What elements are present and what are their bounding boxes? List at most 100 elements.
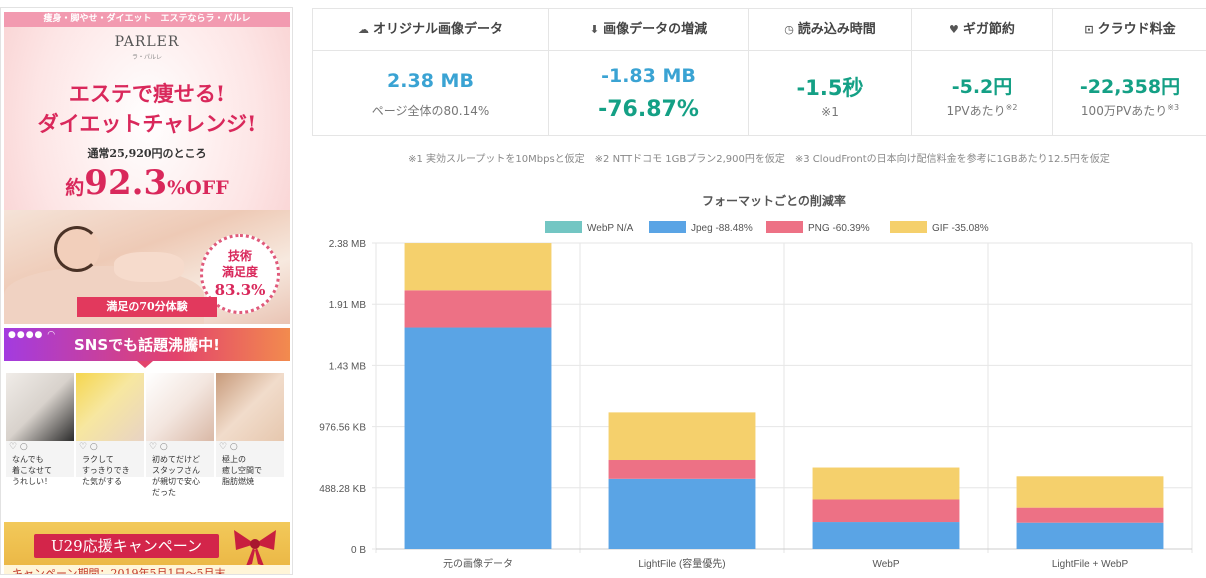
bar-segment (608, 478, 756, 549)
campaign-title: U29応援キャンペーン (34, 534, 219, 558)
stat-giga-saving: ♥ ギガ節約 -5.2円 1PVあたり※2 (912, 9, 1053, 135)
stat-percent: -76.87% (598, 97, 699, 122)
bar-segment (812, 499, 960, 523)
sns-post-photo (76, 373, 144, 441)
heart-icon: ♥ (949, 23, 959, 36)
y-tick-label: 488.28 KB (319, 484, 366, 495)
stats-table: ☁ オリジナル画像データ 2.38 MB ページ全体の80.14% ⬇ 画像データの… (312, 8, 1206, 136)
hero-headline-line2: ダイエットチャレンジ! (37, 111, 257, 136)
sns-post-card: ♡ ○ なんでも 着こなせて うれしい！ (6, 373, 74, 486)
cloud-upload-icon: ☁ (357, 23, 369, 36)
stat-value: -1.83 MB (601, 65, 696, 87)
sns-post-text: ラクして すっきりでき た気がする (82, 455, 130, 486)
campaign-banner: U29応援キャンペーン キャンペーン期間：2019年5月1日～5月末 (4, 522, 290, 574)
stat-subtext: 100万PVあたり※3 (1080, 103, 1180, 118)
discount-suffix: %OFF (167, 177, 229, 199)
hero-headline-line1: エステで痩せる! (68, 81, 226, 106)
hero-top-strip: 痩身・脚やせ・ダイエット エステならラ・パルレ (4, 12, 290, 27)
stat-cloud-cost: ⊡ クラウド料金 -22,358円 100万PVあたり※3 (1053, 9, 1206, 135)
reduction-chart: フォーマットごとの削減率 WebP N/A Jpeg -88.48% PNG -60.… (312, 186, 1206, 578)
y-tick-label: 976.56 KB (319, 423, 366, 434)
discount-rate: 約92.3%OFF (4, 163, 290, 203)
bar-segment (404, 327, 552, 549)
trial-ribbon: 満足の70分体験 (77, 297, 217, 317)
clock-icon: ◷ (784, 23, 794, 36)
like-comment-icons: ♡ ○ (149, 442, 168, 452)
stat-header: ⊡ クラウド料金 (1053, 9, 1206, 51)
bar-segment (608, 460, 756, 479)
campaign-period: キャンペーン期間：2019年5月1日～5月末 (4, 565, 290, 574)
page-preview-screenshot: 痩身・脚やせ・ダイエット エステならラ・パルレ PARLER ラ・パルレ エステ… (0, 7, 293, 575)
stat-subtext: ページ全体の80.14% (371, 104, 490, 118)
satisfaction-seal: 技術 満足度 83.3% (200, 234, 280, 314)
bar-segment (1016, 522, 1164, 549)
like-comment-icons: ♡ ○ (219, 442, 238, 452)
ribbon-bow-icon (234, 530, 276, 566)
bar-segment (404, 243, 552, 291)
sns-section-header: ●●●● ◠ SNSでも話題沸騰中! (4, 328, 290, 361)
legend-swatch (545, 221, 582, 233)
bar-segment (812, 467, 960, 500)
model-face (54, 226, 100, 272)
download-icon: ⬇ (589, 23, 600, 36)
stat-original-data: ☁ オリジナル画像データ 2.38 MB ページ全体の80.14% (313, 9, 549, 135)
x-tick-label: LightFile + WebP (1052, 559, 1129, 570)
model-hand (114, 252, 184, 282)
stat-value: 2.38 MB (387, 70, 474, 92)
stat-subtext: 1PVあたり※2 (946, 103, 1018, 118)
legend-swatch (766, 221, 803, 233)
cloud-box-icon: ⊡ (1084, 23, 1094, 36)
legend-label: WebP N/A (587, 223, 634, 234)
stat-header: ⬇ 画像データの増減 (549, 9, 748, 51)
seal-line2: 満足度 (221, 265, 258, 279)
sns-post-card: ♡ ○ 初めてだけど スタッフさん が親切で安心 だった (146, 373, 214, 497)
stat-load-time: ◷ 読み込み時間 -1.5秒 ※1 (749, 9, 912, 135)
seal-line1: 技術 (227, 249, 252, 263)
stat-value: -5.2円 (951, 76, 1013, 98)
reduction-chart-svg: フォーマットごとの削減率 WebP N/A Jpeg -88.48% PNG -60.… (319, 193, 1193, 570)
legend-label: GIF -35.08% (932, 223, 989, 234)
sns-post-text: 初めてだけど スタッフさん が親切で安心 だった (152, 455, 200, 497)
assumption-footnote: ※1 実効スループットを10Mbpsと仮定 ※2 NTTドコモ 1GBプラン2,… (408, 154, 1110, 165)
brand-logo-kana: ラ・パルレ (131, 54, 162, 61)
stat-value: -1.5秒 (796, 76, 864, 100)
signal-icon: ●●●● ◠ (8, 330, 57, 340)
legend-label: Jpeg -88.48% (691, 223, 753, 234)
x-tick-label: LightFile (容量優先) (638, 557, 725, 570)
sns-post-photo (6, 373, 74, 441)
sns-post-text: 極上の 癒し空間で 脂肪燃焼 (222, 455, 262, 486)
chart-title: フォーマットごとの削減率 (702, 193, 846, 208)
seal-line3: 83.3% (214, 281, 266, 299)
y-tick-label: 1.91 MB (329, 300, 367, 311)
y-tick-label: 2.38 MB (329, 239, 367, 250)
stat-header: ☁ オリジナル画像データ (313, 9, 548, 51)
x-tick-label: WebP (872, 559, 899, 570)
bar-segment (404, 290, 552, 328)
sns-post-photo (216, 373, 284, 441)
discount-value: 92.3 (84, 163, 168, 203)
bar-segment (1016, 507, 1164, 523)
sns-post-card: ♡ ○ ラクして すっきりでき た気がする (76, 373, 144, 486)
stat-header: ◷ 読み込み時間 (749, 9, 911, 51)
sns-post-text: なんでも 着こなせて うれしい！ (12, 455, 52, 486)
y-tick-label: 0 B (351, 545, 366, 556)
bar-segment (608, 412, 756, 461)
sns-section-title: SNSでも話題沸騰中! (73, 336, 220, 354)
stat-data-change: ⬇ 画像データの増減 -1.83 MB -76.87% (549, 9, 749, 135)
sns-post-photo (146, 373, 214, 441)
legend-label: PNG -60.39% (808, 223, 870, 234)
brand-logo: PARLER (114, 34, 180, 50)
y-tick-label: 1.43 MB (329, 361, 367, 372)
stat-value: -22,358円 (1079, 76, 1181, 98)
bar-segment (1016, 476, 1164, 508)
discount-prefix: 約 (65, 177, 85, 199)
stat-header: ♥ ギガ節約 (912, 9, 1052, 51)
bar-segment (812, 522, 960, 549)
legend-swatch (890, 221, 927, 233)
regular-price: 通常25,920円のところ (87, 147, 207, 160)
x-tick-label: 元の画像データ (443, 557, 513, 570)
like-comment-icons: ♡ ○ (9, 442, 28, 452)
stat-subtext: ※1 (821, 105, 839, 119)
legend-swatch (649, 221, 686, 233)
sns-header-pointer (137, 361, 153, 368)
